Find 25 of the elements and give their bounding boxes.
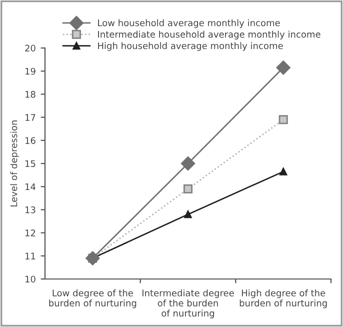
- legend-label: Intermediate household average monthly income: [98, 30, 320, 40]
- x-tick-label: Intermediate degree of the burden of nurturing: [142, 289, 234, 318]
- point: [86, 251, 100, 266]
- x-tick-label: High degree of the burden of nurturing: [240, 289, 327, 308]
- point: [280, 168, 288, 176]
- y-tick-label: 11: [25, 252, 36, 260]
- point: [183, 184, 193, 194]
- y-tick-label: 19: [25, 68, 36, 75]
- y-tick-label: 20: [25, 44, 36, 52]
- point: [278, 115, 288, 124]
- y-tick-label: 16: [25, 137, 36, 144]
- y-axis-title: Level of depression: [10, 120, 19, 206]
- x-tick-label: Low degree of the burden of nurturing: [49, 289, 136, 308]
- point: [180, 156, 196, 171]
- y-tick-label: 14: [25, 183, 36, 190]
- legend-label: High household average monthly income: [98, 42, 283, 51]
- y-tick-label: 15: [25, 160, 36, 168]
- point: [184, 210, 192, 218]
- legend-label: Low household average monthly income: [98, 19, 280, 28]
- y-tick-label: 12: [25, 230, 36, 236]
- y-tick-label: 13: [25, 206, 36, 214]
- y-tick-label: 17: [25, 114, 36, 121]
- point: [276, 60, 290, 75]
- y-tick-label: 10: [25, 276, 36, 283]
- y-tick-label: 18: [25, 90, 36, 98]
